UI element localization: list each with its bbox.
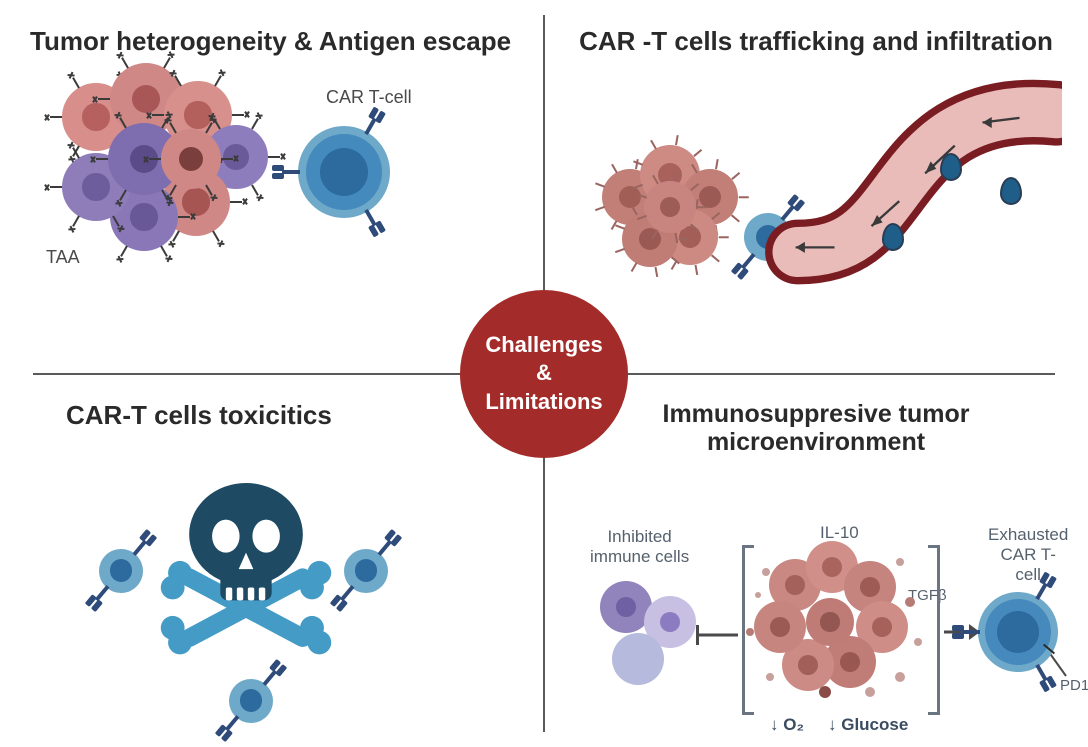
quad-title-br: Immunosuppresive tumor microenvironment xyxy=(574,400,1058,458)
cytokine-dot xyxy=(766,673,774,681)
tumor-cell xyxy=(806,598,854,646)
center-line2: & xyxy=(536,359,552,388)
quad-title-br-l2: microenvironment xyxy=(707,428,925,456)
vessel-car-cell xyxy=(882,223,904,251)
cytokine-dot xyxy=(755,592,761,598)
tumor-cell xyxy=(161,129,221,189)
label-glucose: ↓ Glucose xyxy=(828,715,908,735)
quad-content-bl xyxy=(26,441,518,719)
cytokine-dot xyxy=(865,687,875,697)
skull-crossbones-icon xyxy=(136,461,356,681)
label-exhausted: Exhausted CAR T-cell xyxy=(988,525,1068,585)
label-o2: ↓ O₂ xyxy=(770,715,804,735)
car-t-cell xyxy=(99,549,143,593)
quad-content-tr xyxy=(570,67,1062,345)
cytokine-dot xyxy=(905,597,915,607)
car-receptor-icon xyxy=(272,165,300,179)
cytokine-dot xyxy=(762,568,770,576)
tumor-cluster xyxy=(26,67,518,345)
blood-vessel xyxy=(570,67,1062,345)
car-t-cell xyxy=(344,549,388,593)
label-il10: IL-10 xyxy=(820,523,859,543)
quadrant-trafficking: CAR -T cells trafficking and infiltratio… xyxy=(544,0,1088,374)
car-receptor-icon xyxy=(373,529,402,559)
quadrant-tme: Immunosuppresive tumor microenvironment … xyxy=(544,374,1088,747)
cytokine-dot xyxy=(819,686,831,698)
car-receptor-icon xyxy=(215,711,244,741)
car-t-cell xyxy=(298,126,390,218)
cytokine-dot xyxy=(746,628,754,636)
quadrant-tumor-heterogeneity: Tumor heterogeneity & Antigen escape TAA… xyxy=(0,0,544,374)
quad-title-bl: CAR-T cells toxicitics xyxy=(66,400,514,431)
cytokine-dot xyxy=(896,558,904,566)
label-car-t-cell: CAR T-cell xyxy=(326,87,412,108)
center-line1: Challenges xyxy=(485,331,602,360)
diagram-container: Challenges & Limitations Tumor heterogen… xyxy=(0,0,1088,747)
car-receptor-icon xyxy=(952,625,980,639)
inhibition-arrow-icon xyxy=(696,625,738,645)
quadrant-toxicities: CAR-T cells toxicitics xyxy=(0,374,544,747)
quad-title-br-l1: Immunosuppresive tumor xyxy=(663,400,970,428)
center-badge: Challenges & Limitations xyxy=(460,290,628,458)
vessel-car-cell xyxy=(1000,177,1022,205)
cytokine-dot xyxy=(914,638,922,646)
tumor-cell xyxy=(754,601,806,653)
car-receptor-icon xyxy=(85,581,114,611)
tumor-cell xyxy=(612,633,664,685)
car-t-cell xyxy=(978,592,1058,672)
quad-content-br: Inhibited immune cells IL-10 TGFβ ↓ O₂ ↓… xyxy=(570,467,1062,745)
center-line3: Limitations xyxy=(485,388,602,417)
car-receptor-icon xyxy=(360,207,386,238)
quad-title-tl: Tumor heterogeneity & Antigen escape xyxy=(30,26,514,57)
bracket-right xyxy=(928,545,940,715)
vessel-car-cell xyxy=(940,153,962,181)
label-inhibited: Inhibited immune cells xyxy=(590,527,689,567)
label-taa: TAA xyxy=(46,247,80,268)
quad-title-tr: CAR -T cells trafficking and infiltratio… xyxy=(574,26,1058,57)
cytokine-dot xyxy=(895,672,905,682)
car-t-cell xyxy=(229,679,273,723)
quad-content-tl: TAA CAR T-cell xyxy=(26,67,518,345)
car-receptor-icon xyxy=(360,106,386,137)
